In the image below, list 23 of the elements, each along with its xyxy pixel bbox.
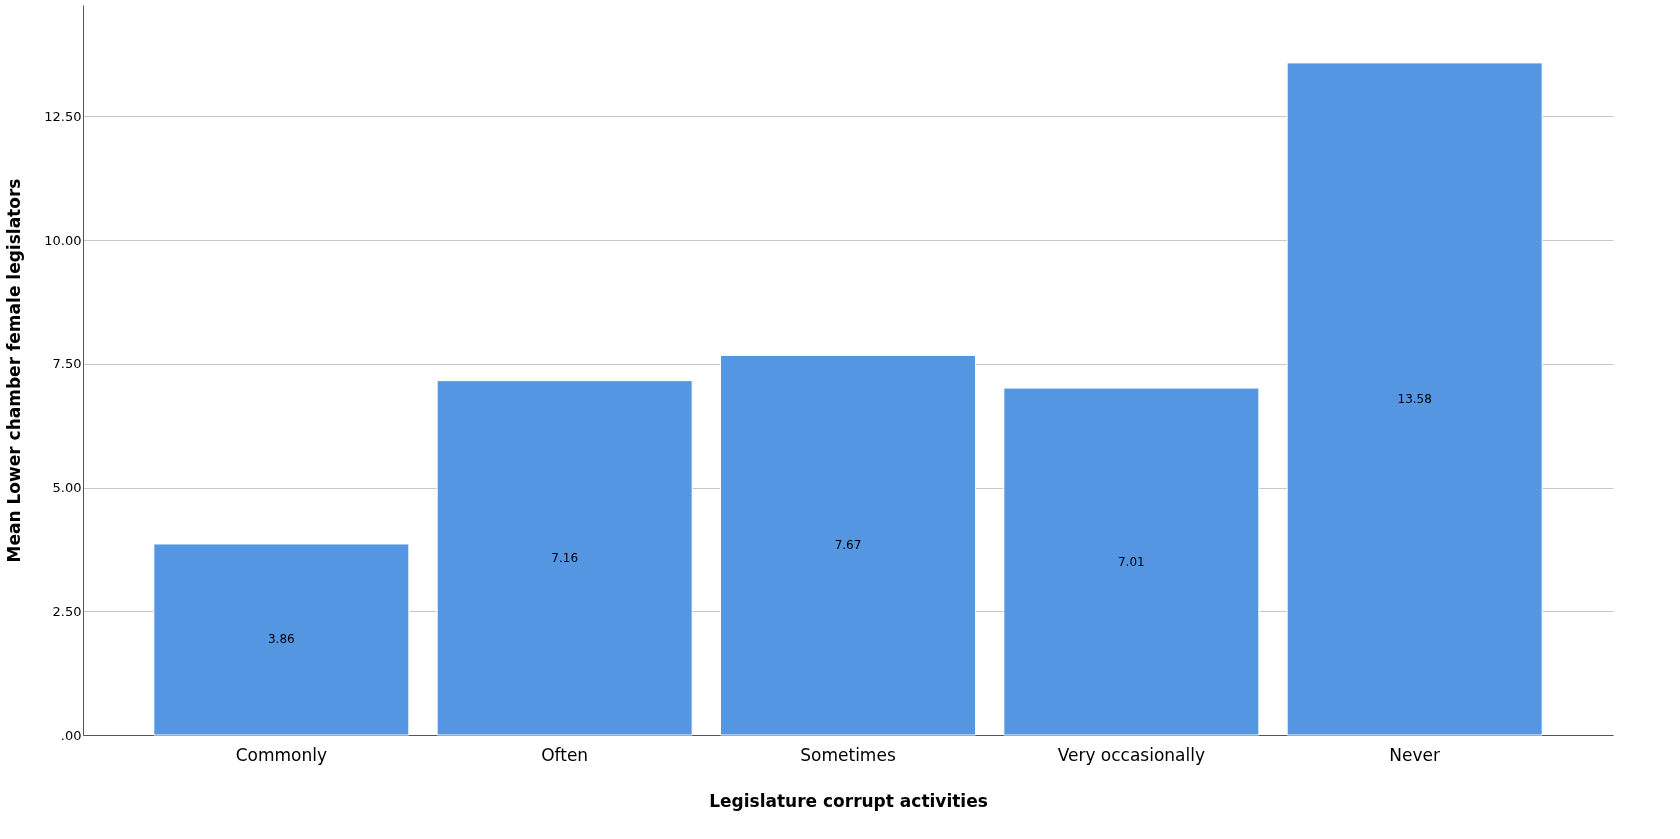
bar (436, 380, 693, 736)
x-tick-label: Very occasionally (1057, 744, 1206, 765)
data-label: 7.16 (551, 550, 579, 565)
data-label: 7.01 (1117, 554, 1145, 569)
y-axis-title: Mean Lower chamber female legislators (4, 178, 25, 563)
bar (153, 543, 410, 736)
x-axis-title: Legislature corrupt activities (709, 790, 988, 811)
x-tick-label: Sometimes (800, 744, 896, 765)
x-tick-label: Often (541, 744, 589, 765)
y-tick-label: 10.00 (44, 232, 82, 248)
data-label: 13.58 (1397, 391, 1432, 406)
y-tick-label: 7.50 (52, 356, 82, 372)
x-tick-label: Never (1389, 744, 1441, 765)
y-tick-label: 5.00 (52, 480, 82, 496)
y-tick-label: .00 (60, 727, 82, 743)
data-label: 3.86 (267, 632, 295, 647)
y-tick-label: 2.50 (52, 603, 82, 619)
data-label: 7.67 (834, 538, 862, 553)
x-tick-label: Commonly (235, 744, 328, 765)
y-tick-label: 12.50 (44, 108, 82, 124)
bar (1286, 62, 1543, 736)
bar (720, 354, 976, 736)
bar (1003, 387, 1260, 736)
